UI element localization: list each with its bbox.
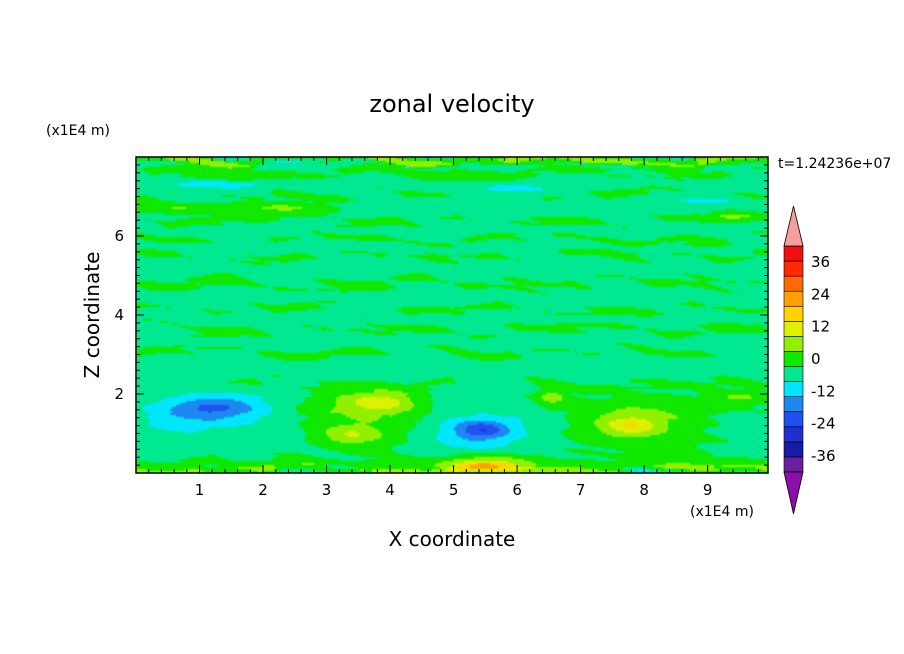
colorbar-tick-label: -24 bbox=[811, 415, 836, 433]
colorbar-tick-label: 12 bbox=[811, 318, 830, 336]
y-tick-label: 2 bbox=[114, 385, 124, 403]
x-tick-label: 4 bbox=[385, 481, 395, 499]
y-tick-label: 6 bbox=[114, 227, 124, 245]
colorbar-segment bbox=[783, 290, 804, 307]
x-tick-label: 5 bbox=[449, 481, 459, 499]
colorbar-segment bbox=[783, 426, 804, 443]
colorbar-tick-label: -12 bbox=[811, 382, 836, 400]
y-axis-title: Z coordinate bbox=[80, 252, 104, 379]
chart-title: zonal velocity bbox=[369, 90, 534, 118]
time-label: t=1.24236e+07 bbox=[778, 156, 891, 172]
x-tick-label: 2 bbox=[258, 481, 268, 499]
x-axis-unit: (x1E4 m) bbox=[690, 504, 754, 520]
y-tick-label: 4 bbox=[114, 306, 124, 324]
colorbar-tick-label: 36 bbox=[811, 253, 830, 271]
colorbar-segment bbox=[783, 441, 804, 458]
colorbar-segment bbox=[783, 260, 804, 277]
x-tick-label: 8 bbox=[639, 481, 649, 499]
axis-ticks bbox=[136, 157, 768, 473]
colorbar-segment bbox=[783, 245, 804, 262]
colorbar-segment bbox=[783, 351, 804, 367]
colorbar-tick-label: 0 bbox=[811, 350, 821, 368]
colorbar-segment bbox=[783, 381, 804, 397]
colorbar-segment bbox=[783, 366, 804, 382]
x-tick-label: 7 bbox=[576, 481, 586, 499]
colorbar-tick-label: 24 bbox=[811, 285, 830, 303]
colorbar-segment bbox=[783, 396, 804, 413]
y-axis-unit: (x1E4 m) bbox=[46, 123, 110, 139]
colorbar-under-arrow bbox=[783, 471, 804, 515]
velocity-field bbox=[136, 157, 768, 473]
colorbar-segment bbox=[783, 321, 804, 337]
axis-tick-labels: 1 2 3 4 5 6 7 8 9 2 4 6 bbox=[114, 227, 712, 499]
x-tick-label: 3 bbox=[322, 481, 332, 499]
colorbar-tick-label: -36 bbox=[811, 447, 836, 465]
colorbar: 36 24 12 0 -12 -24 -36 bbox=[783, 205, 836, 515]
colorbar-segment bbox=[783, 305, 804, 322]
colorbar-segment bbox=[783, 456, 804, 473]
colorbar-segment bbox=[783, 336, 804, 352]
x-tick-label: 1 bbox=[195, 481, 205, 499]
colorbar-segment bbox=[783, 411, 804, 428]
colorbar-segment bbox=[783, 275, 804, 292]
x-axis-title: X coordinate bbox=[389, 527, 516, 551]
colorbar-over-arrow bbox=[783, 205, 804, 247]
x-tick-label: 9 bbox=[703, 481, 713, 499]
x-tick-label: 6 bbox=[512, 481, 522, 499]
